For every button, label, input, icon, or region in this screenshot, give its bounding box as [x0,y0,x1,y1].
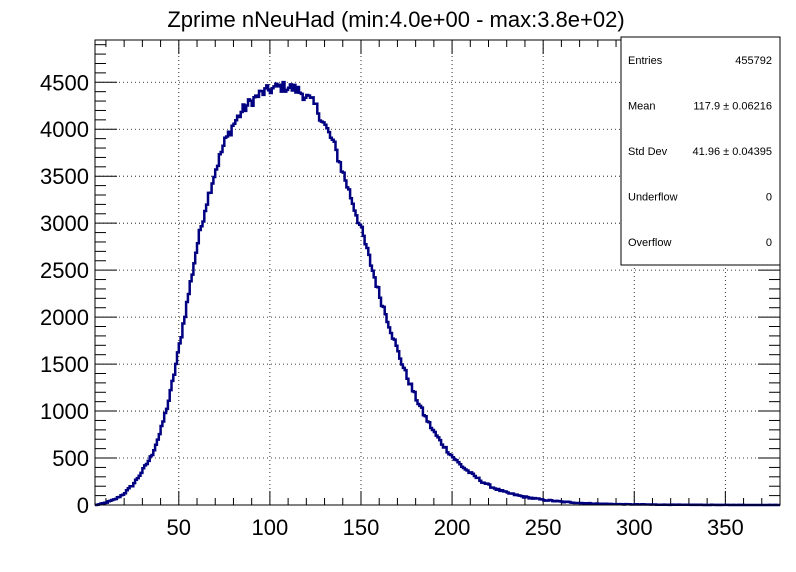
y-tick-label: 2500 [40,258,89,283]
stats-value: 117.9 ± 0.06216 [693,100,772,112]
x-tick-label: 50 [167,515,191,540]
y-tick-label: 500 [52,446,89,471]
stats-value: 41.96 ± 0.04395 [693,146,772,158]
grid-lines [95,40,780,505]
stats-value: 0 [766,192,772,204]
x-tick-label: 150 [343,515,380,540]
histogram-series-line [95,80,780,507]
stats-value: 0 [766,237,772,249]
tick-labels: 50 100 150 200 250 300 35005001000150020002500… [40,70,744,540]
y-tick-label: 1500 [40,352,89,377]
y-tick-label: 4500 [40,70,89,95]
y-tick-label: 2000 [40,305,89,330]
stats-label: Std Dev [628,146,668,158]
x-tick-label: 300 [616,515,653,540]
y-tick-label: 3000 [40,211,89,236]
stats-box-frame [620,36,781,266]
y-tick-label: 4000 [40,117,89,142]
y-tick-label: 1000 [40,399,89,424]
stats-box: Entries 455792 Mean 117.9 ± 0.06216 Std Dev 4… [620,36,781,266]
x-tick-label: 350 [707,515,744,540]
stats-label: Overflow [628,237,671,249]
x-tick-label: 100 [252,515,289,540]
stats-label: Mean [628,100,656,112]
chart-title: Zprime nNeuHad (min:4.0e+00 - max:3.8e+0… [167,7,624,32]
y-tick-label: 3500 [40,164,89,189]
stats-label: Entries [628,55,663,67]
stats-value: 455792 [735,55,772,67]
y-tick-label: 0 [77,493,89,518]
stats-label: Underflow [628,192,678,204]
x-tick-label: 250 [525,515,562,540]
plot-frame [94,39,781,506]
x-tick-label: 200 [434,515,471,540]
